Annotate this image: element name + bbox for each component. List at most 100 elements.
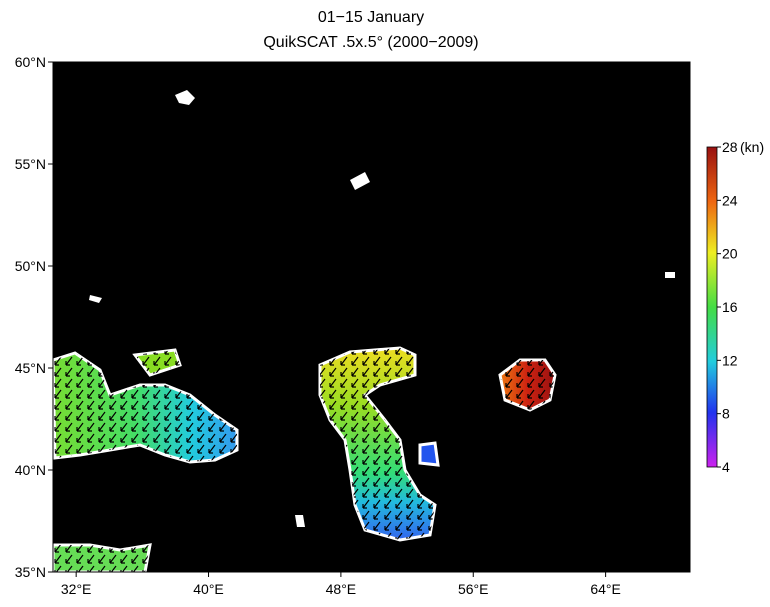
wind-arrow: [98, 422, 106, 432]
wind-arrow: [87, 389, 95, 399]
x-tick-label: 56°E: [458, 581, 489, 597]
wind-arrow: [120, 411, 128, 421]
lakes: [89, 90, 675, 527]
wind-arrow: [131, 565, 139, 572]
wind-arrow: [395, 510, 403, 520]
wind-arrow: [362, 433, 370, 443]
wind-arrow: [527, 367, 535, 377]
wind-arrow: [76, 543, 84, 553]
wind-arrow: [98, 378, 106, 388]
wind-arrow: [373, 422, 381, 432]
wind-arrow: [351, 444, 359, 454]
wind-arrow: [153, 400, 161, 410]
wind-arrow: [65, 554, 73, 564]
wind-arrow: [417, 499, 425, 509]
wind-arrow: [54, 400, 62, 410]
wind-arrow: [65, 444, 73, 454]
wind-arrow: [54, 378, 62, 388]
wind-arrow: [54, 389, 62, 399]
wind-arrow: [362, 455, 370, 465]
wind-arrow: [76, 367, 84, 377]
wind-arrow: [373, 499, 381, 509]
wind-arrow: [131, 400, 139, 410]
x-tick-label: 32°E: [61, 581, 92, 597]
wind-arrow: [384, 433, 392, 443]
wind-arrow: [98, 433, 106, 443]
wind-arrow: [395, 499, 403, 509]
wind-arrow: [65, 543, 73, 553]
wind-arrow: [175, 433, 183, 443]
title-line: QuikSCAT .5x.5° (2000−2009): [263, 34, 478, 51]
wind-arrow: [87, 554, 95, 564]
wind-arrow: [329, 378, 337, 388]
wind-arrow: [362, 422, 370, 432]
wind-arrow: [373, 348, 381, 355]
wind-arrow: [87, 367, 95, 377]
colorbar-tick-label: 8: [722, 406, 730, 422]
wind-arrow: [120, 554, 128, 564]
wind-arrow: [65, 400, 73, 410]
wind-arrow: [351, 433, 359, 443]
wind-arrow: [197, 444, 205, 454]
wind-arrow: [505, 367, 513, 377]
wind-arrow: [76, 422, 84, 432]
wind-arrow: [153, 411, 161, 421]
wind-arrow: [131, 433, 139, 443]
wind-arrow: [197, 422, 205, 432]
wind-arrow: [98, 400, 106, 410]
wind-arrow: [131, 422, 139, 432]
wind-arrow: [395, 455, 403, 465]
wind-arrow: [109, 433, 117, 443]
wind-arrow: [219, 422, 227, 432]
wind-arrow: [362, 477, 370, 487]
wind-arrow: [538, 367, 546, 377]
wind-arrow: [142, 389, 150, 399]
wind-arrow: [142, 433, 150, 443]
wind-arrow: [406, 356, 414, 366]
wind-arrow: [76, 389, 84, 399]
wind-arrow: [120, 422, 128, 432]
wind-arrow: [395, 348, 403, 355]
wind-arrow: [87, 444, 95, 454]
wind-arrow: [329, 400, 337, 410]
wind-arrow: [340, 389, 348, 399]
wind-arrow: [186, 444, 194, 454]
wind-arrow: [373, 444, 381, 454]
colorbar-tick-label: 28: [722, 139, 738, 155]
wind-arrow: [406, 488, 414, 498]
wind-arrow: [384, 455, 392, 465]
wind-arrow: [175, 444, 183, 454]
wind-arrow: [175, 422, 183, 432]
wind-arrow: [120, 389, 128, 399]
wind-arrow: [362, 389, 370, 399]
colorbar-tick-label: 4: [722, 459, 730, 475]
wind-arrow: [362, 378, 370, 388]
wind-arrow: [142, 356, 150, 366]
wind-arrow: [120, 565, 128, 572]
wind-arrow: [384, 356, 392, 366]
wind-arrow: [395, 488, 403, 498]
map-frame: [52, 61, 691, 573]
wind-arrow: [351, 367, 359, 377]
wind-arrow: [164, 433, 172, 443]
wind-arrow: [208, 444, 216, 454]
wind-arrow: [340, 367, 348, 377]
wind-arrow: [516, 367, 524, 377]
wind-arrow: [197, 411, 205, 421]
wind-arrow: [219, 444, 227, 454]
wind-arrow: [98, 554, 106, 564]
wind-arrow: [186, 433, 194, 443]
wind-arrow: [54, 433, 62, 443]
wind-arrow: [76, 378, 84, 388]
wind-arrow: [373, 455, 381, 465]
wind-arrow: [406, 499, 414, 509]
wind-arrow: [65, 433, 73, 443]
wind-arrow: [395, 477, 403, 487]
wind-arrow: [384, 521, 392, 531]
x-tick-label: 48°E: [326, 581, 357, 597]
wind-arrow: [384, 444, 392, 454]
wind-arrow: [406, 367, 414, 377]
colorbar: [706, 146, 718, 468]
wind-arrow: [395, 444, 403, 454]
